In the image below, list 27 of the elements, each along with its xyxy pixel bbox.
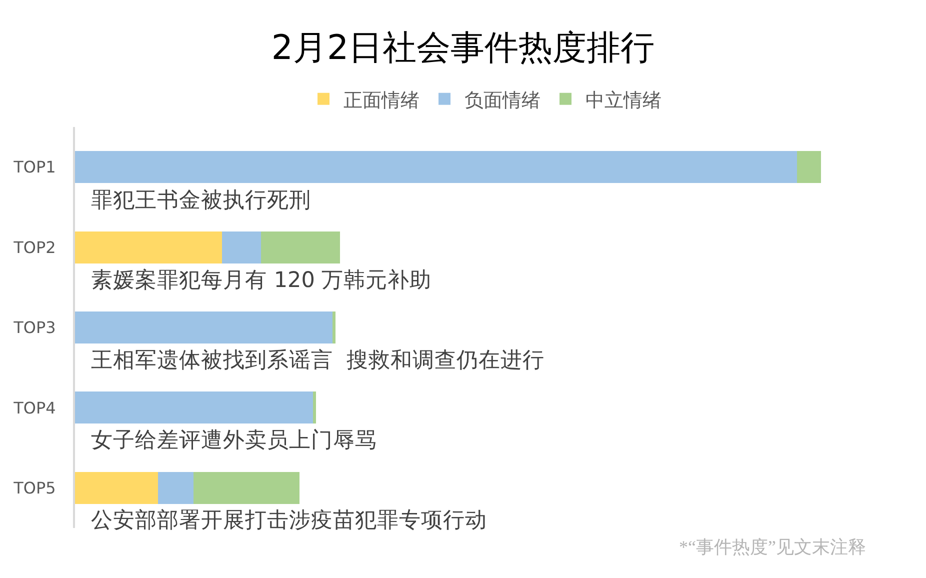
y-tick-label: TOP2 [12, 238, 56, 257]
bar [312, 392, 316, 424]
legend-label: 中立情绪 [586, 89, 662, 112]
legend-label: 负面情绪 [464, 89, 540, 112]
y-tick-label: TOP5 [12, 478, 56, 498]
y-tick-label: TOP3 [12, 318, 56, 338]
bar [797, 151, 821, 184]
y-tick-label: TOP4 [12, 398, 56, 418]
bar [222, 231, 261, 264]
y-tick-label: TOP1 [12, 158, 56, 177]
bar [75, 472, 158, 504]
text: *“事件热度”见文末注释 [679, 537, 866, 557]
bar [260, 231, 340, 264]
annotation: 罪犯王书金被执行死刑 [91, 188, 311, 213]
legend-label: 正面情绪 [344, 89, 420, 112]
chart-title: 2月2日社会事件热度排行 [271, 28, 655, 68]
bar [75, 231, 222, 264]
annotation: 王相军遗体被找到系谣言 搜救和调查仍在进行 [91, 348, 545, 373]
bar [332, 311, 336, 344]
bar [75, 151, 798, 184]
annotation: 公安部部署开展打击涉疫苗犯罪专项行动 [91, 508, 487, 533]
bar [75, 311, 332, 344]
annotation: 素媛案罪犯每月有 120 万韩元补助 [91, 268, 432, 293]
bar [75, 392, 313, 424]
annotation: 女子给差评遭外卖员上门辱骂 [91, 428, 377, 453]
bar [158, 472, 194, 504]
bar [194, 472, 300, 504]
